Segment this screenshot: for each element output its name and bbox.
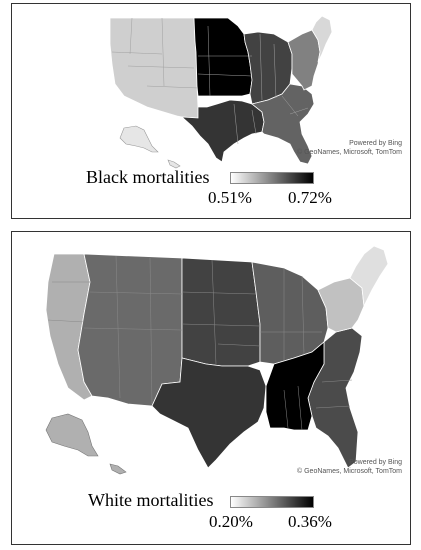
- white-mortalities-map-panel: Powered by Bing © GeoNames, Microsoft, T…: [11, 231, 411, 545]
- region-texas-gulf: [180, 99, 265, 163]
- region-west: [109, 17, 199, 119]
- alaska-outline: [119, 125, 159, 153]
- map-credit: Powered by Bing © GeoNames, Microsoft, T…: [297, 458, 402, 476]
- region-new-england-w: [349, 245, 389, 308]
- state-borders: [111, 17, 309, 145]
- legend-title: Black mortalities: [86, 167, 210, 187]
- legend-min-label: 0.20%: [209, 512, 253, 531]
- legend-max-label: 0.72%: [288, 188, 332, 207]
- state-borders: [47, 255, 353, 431]
- region-northeast: [287, 29, 321, 91]
- hawaii-outline: [167, 159, 181, 169]
- legend-gradient-bar: [230, 172, 314, 184]
- region-southeast: [251, 83, 315, 165]
- region-tn-ms-al: [265, 341, 325, 431]
- black-mortalities-map-panel: Powered by Bing © GeoNames, Microsoft, T…: [11, 3, 411, 219]
- region-great-plains: [181, 257, 261, 367]
- alaska-outline: [45, 413, 99, 457]
- credit-powered-by: Powered by Bing: [349, 459, 402, 466]
- region-texas: [151, 357, 267, 469]
- legend-min-label: 0.51%: [208, 188, 252, 207]
- map-credit: Powered by Bing © GeoNames, Microsoft, T…: [297, 139, 402, 157]
- legend-title: White mortalities: [88, 490, 214, 510]
- region-ny-pa: [317, 277, 365, 333]
- credit-powered-by: Powered by Bing: [349, 140, 402, 147]
- hawaii-outline: [109, 463, 127, 475]
- white-mortalities-map: [45, 245, 389, 475]
- credit-sources: © GeoNames, Microsoft, TomTom: [297, 149, 402, 156]
- legend-gradient-bar: [230, 496, 314, 508]
- region-new-england: [311, 15, 333, 63]
- region-upper-midwest: [193, 17, 253, 97]
- black-mortalities-map: [109, 15, 333, 169]
- credit-sources: © GeoNames, Microsoft, TomTom: [297, 468, 402, 475]
- legend-max-label: 0.36%: [288, 512, 332, 531]
